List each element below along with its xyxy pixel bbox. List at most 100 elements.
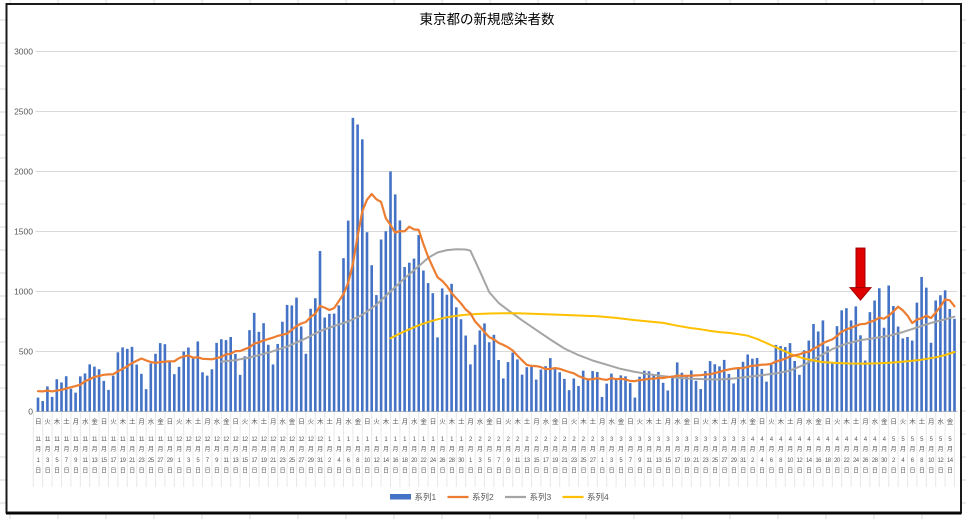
legend-label: 系列1 xyxy=(415,492,437,502)
svg-text:15: 15 xyxy=(242,458,249,464)
svg-text:4: 4 xyxy=(873,437,877,443)
svg-text:日: 日 xyxy=(881,468,887,475)
bar xyxy=(549,358,552,412)
svg-text:2: 2 xyxy=(582,437,586,443)
x-tick-label: 木 4 月 8 日 xyxy=(778,417,786,475)
x-tick-label: 木 3 月 25 日 xyxy=(712,417,720,475)
svg-text:月: 月 xyxy=(204,418,210,426)
svg-text:木: 木 xyxy=(843,417,850,426)
bar xyxy=(201,372,204,412)
svg-text:4: 4 xyxy=(337,458,341,464)
line-series3[interactable] xyxy=(220,248,956,381)
y-tick-label: 0 xyxy=(28,407,33,417)
legend-label: 系列2 xyxy=(472,492,494,502)
svg-text:3: 3 xyxy=(723,437,727,443)
arrow-head xyxy=(848,287,873,301)
bar xyxy=(685,375,688,412)
svg-text:月: 月 xyxy=(449,446,455,453)
line-series2[interactable] xyxy=(36,192,956,393)
bar xyxy=(920,276,923,412)
svg-text:土: 土 xyxy=(458,417,465,426)
svg-text:3: 3 xyxy=(704,437,708,443)
svg-text:土: 土 xyxy=(261,417,268,426)
x-tick-label: 金 2 月 5 日 xyxy=(486,417,494,475)
svg-text:月: 月 xyxy=(73,418,79,426)
legend-item-系列1[interactable]: 系列1 xyxy=(390,492,437,502)
svg-text:1: 1 xyxy=(460,437,464,443)
x-tick-label: 火 2 月 23 日 xyxy=(571,419,579,475)
bar xyxy=(154,353,157,412)
svg-text:月: 月 xyxy=(524,446,530,453)
svg-text:日: 日 xyxy=(82,468,88,475)
x-tick-label: 木 12 月 3 日 xyxy=(185,417,193,475)
line-series4[interactable] xyxy=(389,312,956,365)
svg-text:日: 日 xyxy=(298,468,304,475)
svg-text:22: 22 xyxy=(844,458,851,464)
bar xyxy=(445,294,449,412)
legend-item-系列2[interactable]: 系列2 xyxy=(447,492,495,502)
svg-text:日: 日 xyxy=(618,468,624,475)
bar xyxy=(295,297,298,412)
x-tick-label: 水 1 月 6 日 xyxy=(345,417,353,475)
svg-text:日: 日 xyxy=(280,468,286,475)
bar xyxy=(497,360,500,412)
svg-text:日: 日 xyxy=(919,468,925,475)
svg-text:5: 5 xyxy=(920,437,924,443)
svg-text:5: 5 xyxy=(901,437,905,443)
svg-text:27: 27 xyxy=(298,458,305,464)
svg-text:21: 21 xyxy=(693,458,700,464)
svg-text:火: 火 xyxy=(110,419,117,426)
svg-text:1: 1 xyxy=(356,437,360,443)
svg-text:日: 日 xyxy=(909,468,915,475)
svg-text:30: 30 xyxy=(458,458,465,464)
svg-text:火: 火 xyxy=(242,419,249,426)
bar xyxy=(459,319,463,412)
svg-text:日: 日 xyxy=(186,468,192,475)
x-tick-label: 月 11 月 23 日 xyxy=(138,418,145,475)
svg-text:日: 日 xyxy=(928,468,934,475)
svg-text:4: 4 xyxy=(901,458,905,464)
svg-text:月: 月 xyxy=(120,446,126,453)
bar xyxy=(760,368,764,412)
bar xyxy=(177,366,181,412)
svg-text:月: 月 xyxy=(712,446,718,453)
svg-text:3: 3 xyxy=(46,458,50,464)
svg-text:7: 7 xyxy=(629,458,633,464)
svg-text:金: 金 xyxy=(749,417,756,426)
x-tick-label: 水 11 月 11 日 xyxy=(82,417,90,475)
x-tick-label: 土 4 月 10 日 xyxy=(787,417,795,475)
bar xyxy=(586,379,590,412)
red-down-arrow-annotation[interactable] xyxy=(848,247,873,301)
arrow-shaft xyxy=(855,247,866,289)
svg-text:水: 水 xyxy=(82,417,89,426)
svg-text:月: 月 xyxy=(872,446,878,453)
svg-text:5: 5 xyxy=(488,458,492,464)
svg-text:月: 月 xyxy=(627,446,633,453)
svg-text:12: 12 xyxy=(195,437,202,443)
bar xyxy=(46,386,49,412)
legend-item-系列3[interactable]: 系列3 xyxy=(505,492,552,502)
svg-text:月: 月 xyxy=(862,418,868,426)
svg-text:日: 日 xyxy=(759,418,765,426)
svg-text:10: 10 xyxy=(364,458,371,464)
bar xyxy=(694,380,698,412)
svg-text:21: 21 xyxy=(270,458,277,464)
svg-text:3: 3 xyxy=(619,437,623,443)
x-tick-label: 土 12 月 5 日 xyxy=(195,417,203,475)
svg-text:木: 木 xyxy=(514,417,521,426)
bar xyxy=(375,295,378,412)
svg-text:水: 水 xyxy=(148,417,155,426)
bar xyxy=(793,360,796,412)
svg-text:月: 月 xyxy=(421,446,427,453)
svg-text:2: 2 xyxy=(751,458,755,464)
svg-text:日: 日 xyxy=(327,468,333,475)
svg-text:日: 日 xyxy=(63,468,69,475)
bar xyxy=(671,375,674,412)
bar xyxy=(868,312,872,412)
svg-text:月: 月 xyxy=(618,446,624,453)
svg-text:日: 日 xyxy=(665,468,671,475)
legend-item-系列4[interactable]: 系列4 xyxy=(562,492,610,502)
bar xyxy=(64,376,68,412)
